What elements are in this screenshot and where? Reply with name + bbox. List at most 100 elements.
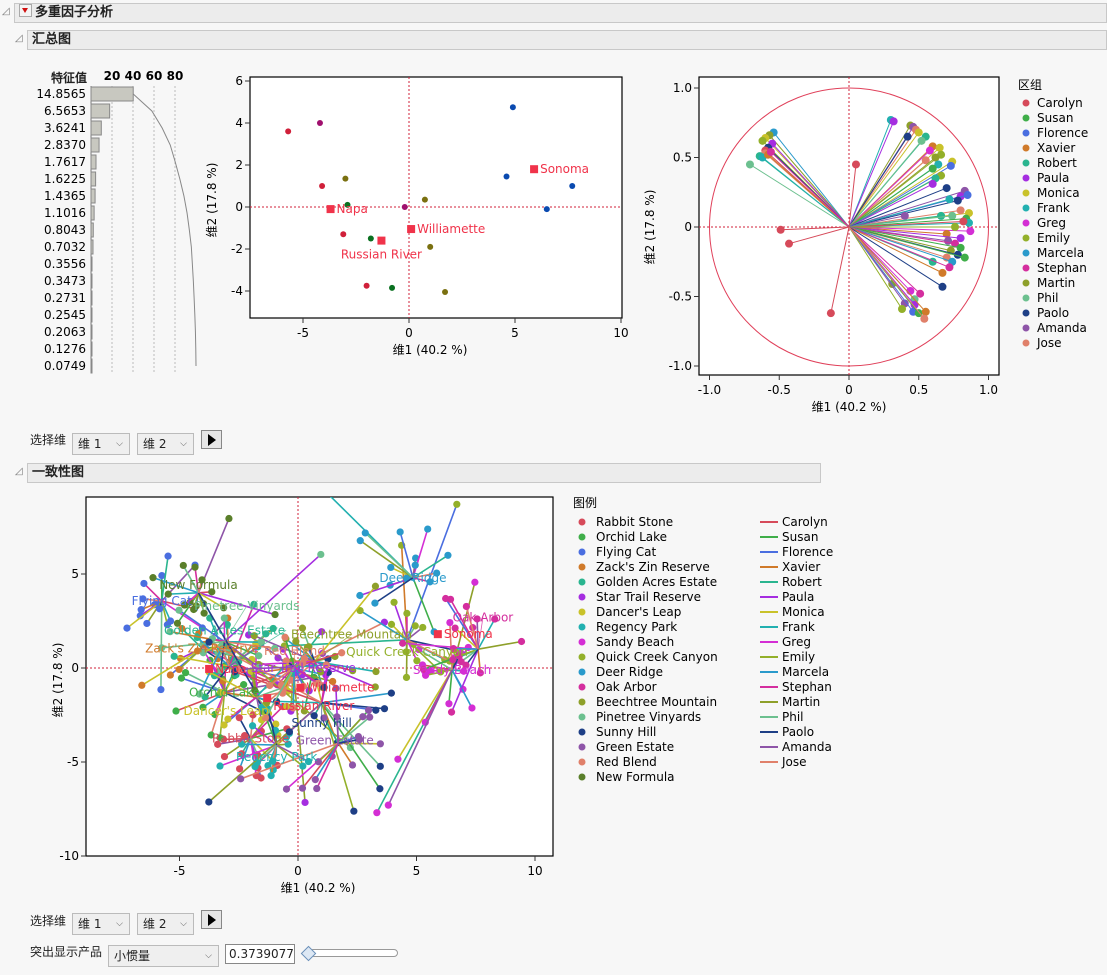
legend-item: Golden Acres Estate xyxy=(596,575,717,589)
assessor-spoke xyxy=(182,565,200,594)
disclosure-icon[interactable]: ◿ xyxy=(15,466,23,477)
assessor-product-point xyxy=(220,752,229,761)
assessor-product-point xyxy=(177,674,186,682)
assessor-product-point xyxy=(304,757,313,766)
legend-item: Florence xyxy=(1037,126,1088,140)
assessor-spoke xyxy=(285,638,316,663)
apply-dims-button[interactable] xyxy=(201,430,222,449)
legend-item: Martin xyxy=(1037,276,1075,290)
dim-y-select[interactable]: 维 2 ⌵ xyxy=(137,433,194,455)
assessor-product-point xyxy=(445,700,453,708)
consensus-dim-x-select[interactable]: 维 1 ⌵ xyxy=(72,913,130,935)
x-tick-label: -0.5 xyxy=(768,383,791,397)
eigenvalue-label: 1.6225 xyxy=(44,172,86,186)
loading-point xyxy=(945,263,954,272)
assessor-product-point xyxy=(451,624,459,632)
threshold-slider[interactable] xyxy=(303,949,398,957)
assessor-product-point xyxy=(313,784,321,793)
loading-vector xyxy=(848,190,965,228)
chevron-down-icon: ⌵ xyxy=(205,951,212,961)
assessor-spoke xyxy=(292,667,306,803)
consensus-apply-dims-button[interactable] xyxy=(201,910,222,929)
consensus-plot: -5 0 5 10 -10 -5 0 5 维1 (40.2 %) 维2 (17.8 %) Napa S… xyxy=(51,496,833,895)
assessor-spoke xyxy=(224,641,260,669)
legend-title: 图例 xyxy=(573,496,597,510)
loading-vector xyxy=(848,129,917,228)
region-label: Russian River xyxy=(341,248,422,262)
consensus-dim-y-select[interactable]: 维 2 ⌵ xyxy=(137,913,194,935)
chevron-down-icon: ⌵ xyxy=(116,439,123,449)
assessor-spoke xyxy=(295,640,316,662)
assessor-product-point xyxy=(283,702,291,711)
legend-item: Carolyn xyxy=(782,515,828,529)
assessor-product-point xyxy=(426,667,434,675)
summary-header[interactable]: 汇总图 xyxy=(27,30,1107,50)
disclosure-icon[interactable]: ◿ xyxy=(15,33,23,44)
highlight-product-select[interactable]: 小惯量 ⌵ xyxy=(108,945,219,967)
legend-item: Monica xyxy=(782,605,825,619)
eigen-axis-tick: 40 xyxy=(125,69,142,83)
loading-point xyxy=(956,206,965,215)
eigenvalue-label: 1.1016 xyxy=(44,206,86,220)
y-tick-label: -4 xyxy=(231,284,243,298)
assessor-product-point xyxy=(271,610,279,619)
loading-point xyxy=(942,229,951,238)
assessor-product-point xyxy=(238,740,246,748)
assessor-product-point xyxy=(380,705,389,713)
legend-item: Paula xyxy=(782,590,814,604)
assessor-spoke xyxy=(477,640,522,650)
eigenvalue-chart: 20 40 60 80 14.8565 6.5653 3.6241 2.8370 1.7617 1… xyxy=(36,69,197,374)
assessor-product-point xyxy=(356,606,364,615)
region-label: Williamette xyxy=(417,222,485,236)
label-leaders xyxy=(224,605,484,758)
loading-point xyxy=(934,160,943,169)
assessor-spoke xyxy=(364,532,414,579)
loading-point xyxy=(942,184,951,193)
assessor-spoke xyxy=(450,648,479,713)
assessor-product-point xyxy=(179,561,187,570)
assessor-spoke xyxy=(276,700,322,704)
assessor-spoke xyxy=(412,554,449,579)
consensus-header[interactable]: 一致性图 xyxy=(27,463,821,483)
assessor-product-point xyxy=(261,714,270,722)
assessor-product-point xyxy=(178,624,186,633)
loading-point xyxy=(900,211,909,220)
region-marker xyxy=(530,165,539,174)
assessor-product-point xyxy=(166,628,174,636)
assessor-spoke xyxy=(196,636,230,667)
loading-point xyxy=(938,282,947,291)
threshold-input[interactable]: 0.3739077 xyxy=(225,944,295,964)
assessor-product-point xyxy=(394,755,402,763)
assessor-product-point xyxy=(257,638,266,646)
assessor-spoke xyxy=(261,706,278,746)
assessor-product-point xyxy=(271,644,279,652)
eigen-axis-tick: 60 xyxy=(146,69,163,83)
loading-vector xyxy=(848,150,931,228)
disclosure-icon[interactable]: ◿ xyxy=(2,6,10,17)
assessor-product-point xyxy=(373,809,381,817)
assessor-product-point xyxy=(284,740,292,748)
assessor-product-point xyxy=(476,669,484,677)
loading-point xyxy=(921,156,930,165)
assessor-spoke xyxy=(412,528,429,578)
legend-marker xyxy=(1022,339,1030,347)
loading-vector xyxy=(848,121,895,228)
chevron-down-icon: ⌵ xyxy=(180,439,187,449)
y-tick-label: 4 xyxy=(235,116,243,130)
legend-marker xyxy=(578,533,586,541)
assessor-spoke xyxy=(264,666,296,719)
red-triangle-menu-icon[interactable] xyxy=(19,4,32,17)
dim-x-select[interactable]: 维 1 ⌵ xyxy=(72,433,130,455)
product-label: Flying Cat xyxy=(132,594,192,608)
assessor-product-point xyxy=(199,649,207,657)
assessor-product-point xyxy=(314,758,322,766)
legend-item: Martin xyxy=(782,695,820,709)
eigenvalue-bar xyxy=(90,358,93,374)
select-dims-label: 选择维 xyxy=(30,433,67,447)
loading-vector xyxy=(848,132,920,228)
loading-vector xyxy=(848,187,947,228)
product-label: Sandy Beach xyxy=(413,663,491,677)
assessor-spoke xyxy=(227,696,258,720)
assessor-product-point xyxy=(322,661,330,669)
